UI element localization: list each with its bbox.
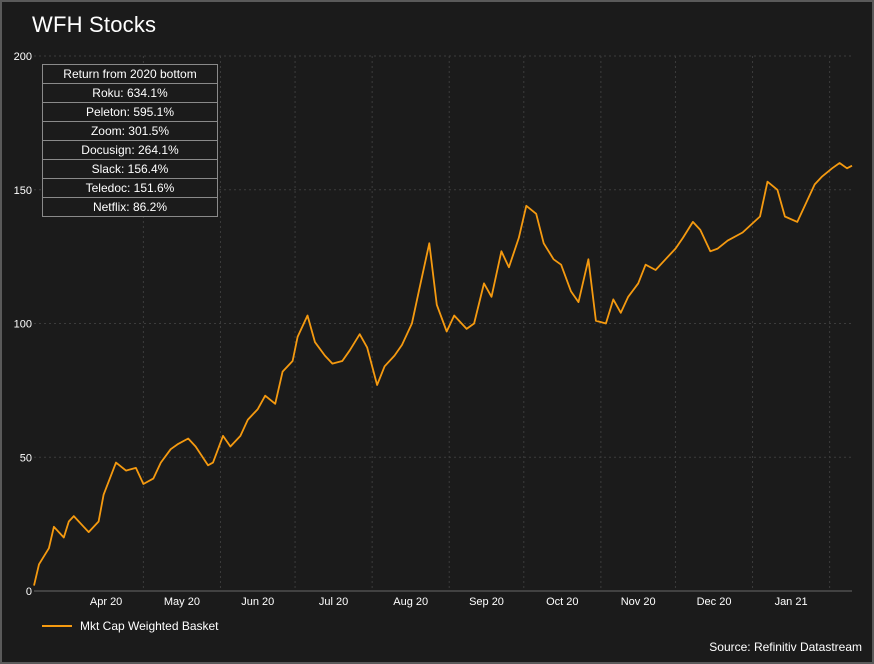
x-axis-ticks: Apr 20 May 20 Jun 20 Jul 20 Aug 20 Sep 20 Oct … <box>90 596 808 608</box>
returns-row: Roku: 634.1% <box>42 83 218 103</box>
returns-table-header: Return from 2020 bottom <box>42 64 218 84</box>
y-axis-ticks: 0 50 100 150 200 <box>14 51 32 598</box>
returns-row: Docusign: 264.1% <box>42 140 218 160</box>
y-tick-label: 0 <box>26 586 32 598</box>
chart-title: WFH Stocks <box>32 12 157 37</box>
legend-label: Mkt Cap Weighted Basket <box>80 619 219 633</box>
returns-row: Zoom: 301.5% <box>42 121 218 141</box>
x-tick-label: Sep 20 <box>469 596 504 608</box>
x-tick-label: Nov 20 <box>621 596 656 608</box>
x-tick-label: Apr 20 <box>90 596 122 608</box>
series-line-mkt-cap-weighted-basket[interactable] <box>33 162 853 586</box>
y-tick-label: 200 <box>14 51 32 63</box>
returns-table: Return from 2020 bottom Roku: 634.1% Pel… <box>42 64 218 217</box>
y-tick-label: 150 <box>14 185 32 197</box>
legend-swatch <box>42 625 72 627</box>
chart-legend: Mkt Cap Weighted Basket <box>42 619 219 633</box>
x-tick-label: Dec 20 <box>697 596 732 608</box>
x-tick-label: Jan 21 <box>775 596 808 608</box>
returns-row: Peleton: 595.1% <box>42 102 218 122</box>
returns-row: Netflix: 86.2% <box>42 197 218 217</box>
x-tick-label: Oct 20 <box>546 596 578 608</box>
returns-row: Teledoc: 151.6% <box>42 178 218 198</box>
x-tick-label: Jul 20 <box>319 596 348 608</box>
y-tick-label: 50 <box>20 452 32 464</box>
x-tick-label: Aug 20 <box>393 596 428 608</box>
x-tick-label: May 20 <box>164 596 200 608</box>
x-tick-label: Jun 20 <box>241 596 274 608</box>
returns-row: Slack: 156.4% <box>42 159 218 179</box>
source-note: Source: Refinitiv Datastream <box>709 640 862 654</box>
y-tick-label: 100 <box>14 319 32 331</box>
